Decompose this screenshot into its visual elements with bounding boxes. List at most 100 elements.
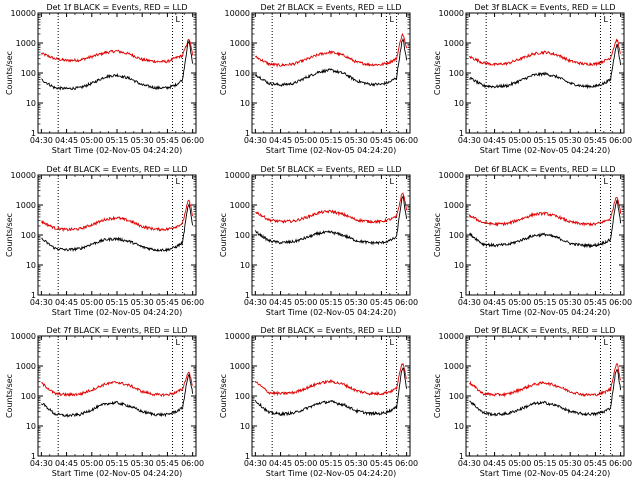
panel-title: Det 6f BLACK = Events, RED = LLD [474, 165, 615, 174]
y-tick-label: 10 [26, 422, 36, 431]
lld-marker-label: L [603, 177, 608, 186]
lld-rate-line [254, 362, 408, 397]
lld-marker-label: L [389, 15, 394, 24]
y-tick-label: 100 [21, 392, 36, 401]
x-tick-label: 04:45 [269, 298, 292, 307]
x-tick-label: 05:00 [294, 459, 317, 468]
x-tick-label: 05:45 [584, 459, 607, 468]
x-tick-label: 05:00 [508, 136, 531, 145]
x-axis-label: Start Time (02-Nov-05 04:24:20) [480, 469, 610, 478]
panel-title: Det 1f BLACK = Events, RED = LLD [46, 3, 187, 12]
lld-rate-line [255, 192, 408, 225]
x-tick-label: 06:00 [181, 298, 204, 307]
detector-panel: Det 6f BLACK = Events, RED = LLD 1 10 100 10… [433, 165, 632, 317]
x-tick-label: 04:45 [55, 298, 78, 307]
y-tick-label: 10000 [439, 332, 464, 341]
lld-marker-label: L [603, 338, 608, 347]
x-tick-label: 04:30 [30, 136, 53, 145]
x-tick-label: 06:00 [609, 459, 632, 468]
lld-rate-line [40, 38, 194, 64]
x-tick-label: 05:30 [345, 298, 368, 307]
y-tick-label: 10000 [11, 332, 36, 341]
y-tick-label: 1000 [16, 201, 36, 210]
detector-panel: Det 8f BLACK = Events, RED = LLD 1 10 100 10… [219, 326, 418, 478]
x-tick-label: 05:30 [559, 459, 582, 468]
x-tick-label: 05:15 [533, 298, 556, 307]
x-tick-label: 04:45 [55, 459, 78, 468]
x-tick-label: 05:00 [80, 298, 103, 307]
y-tick-label: 10 [454, 422, 464, 431]
x-tick-label: 05:45 [156, 298, 179, 307]
events-rate-line [254, 195, 408, 246]
lld-marker-label: L [175, 177, 180, 186]
lld-marker-label: L [175, 338, 180, 347]
lld-marker-label: L [603, 15, 608, 24]
detector-panel: Det 1f BLACK = Events, RED = LLD 1 10 100 10… [5, 3, 204, 155]
x-tick-label: 05:30 [131, 136, 154, 145]
events-rate-line [254, 37, 408, 88]
events-rate-line [41, 373, 194, 418]
x-tick-label: 06:00 [181, 459, 204, 468]
y-tick-label: 1 [459, 291, 464, 300]
y-tick-label: 100 [21, 69, 36, 78]
detector-panel: Det 9f BLACK = Events, RED = LLD 1 10 100 10… [433, 326, 632, 478]
y-tick-label: 10000 [225, 9, 250, 18]
y-tick-label: 1000 [444, 362, 464, 371]
x-tick-label: 05:45 [156, 136, 179, 145]
y-tick-label: 10000 [439, 171, 464, 180]
y-tick-label: 1 [459, 452, 464, 461]
lld-rate-line [40, 199, 194, 233]
y-tick-label: 100 [235, 392, 250, 401]
y-axis-label: Counts/sec [219, 51, 228, 95]
x-axis-label: Start Time (02-Nov-05 04:24:20) [52, 146, 182, 155]
y-axis-label: Counts/sec [219, 374, 228, 418]
detector-panel: Det 4f BLACK = Events, RED = LLD 1 10 100 10… [5, 165, 204, 317]
y-tick-label: 100 [235, 231, 250, 240]
y-tick-label: 1 [459, 129, 464, 138]
x-tick-label: 05:15 [105, 298, 128, 307]
x-tick-label: 05:00 [294, 136, 317, 145]
y-axis-label: Counts/sec [433, 213, 442, 257]
y-tick-label: 10000 [225, 171, 250, 180]
x-tick-label: 06:00 [395, 459, 418, 468]
y-tick-label: 10 [454, 261, 464, 270]
y-tick-label: 10 [240, 99, 250, 108]
y-tick-label: 10 [240, 422, 250, 431]
x-tick-label: 05:15 [319, 136, 342, 145]
events-rate-line [41, 203, 194, 253]
x-tick-label: 06:00 [609, 298, 632, 307]
x-tick-label: 05:30 [559, 298, 582, 307]
x-tick-label: 04:30 [30, 459, 53, 468]
events-rate-line [469, 43, 622, 90]
y-tick-label: 1000 [16, 362, 36, 371]
x-tick-label: 04:45 [483, 298, 506, 307]
y-tick-label: 10000 [225, 332, 250, 341]
y-tick-label: 10 [26, 99, 36, 108]
detector-panel: Det 2f BLACK = Events, RED = LLD 1 10 100 10… [219, 3, 418, 155]
x-tick-label: 06:00 [395, 136, 418, 145]
y-tick-label: 10000 [439, 9, 464, 18]
x-tick-label: 04:30 [458, 298, 481, 307]
x-tick-label: 05:00 [508, 459, 531, 468]
x-tick-label: 05:00 [508, 298, 531, 307]
y-tick-label: 10000 [11, 9, 36, 18]
detector-panel: Det 3f BLACK = Events, RED = LLD 1 10 100 10… [433, 3, 632, 155]
lld-marker-label: L [389, 338, 394, 347]
y-tick-label: 100 [449, 69, 464, 78]
x-tick-label: 05:00 [80, 136, 103, 145]
x-tick-label: 05:30 [131, 298, 154, 307]
y-axis-label: Counts/sec [219, 213, 228, 257]
y-tick-label: 100 [235, 69, 250, 78]
x-tick-label: 05:45 [370, 136, 393, 145]
y-tick-label: 1000 [444, 201, 464, 210]
panel-title: Det 4f BLACK = Events, RED = LLD [46, 165, 187, 174]
x-tick-label: 04:45 [55, 136, 78, 145]
y-axis-label: Counts/sec [433, 374, 442, 418]
y-tick-label: 1 [245, 291, 250, 300]
x-tick-label: 05:15 [105, 136, 128, 145]
y-tick-label: 1 [31, 291, 36, 300]
x-tick-label: 05:00 [294, 298, 317, 307]
y-tick-label: 1 [31, 452, 36, 461]
y-tick-label: 10 [240, 261, 250, 270]
x-tick-label: 05:45 [584, 298, 607, 307]
